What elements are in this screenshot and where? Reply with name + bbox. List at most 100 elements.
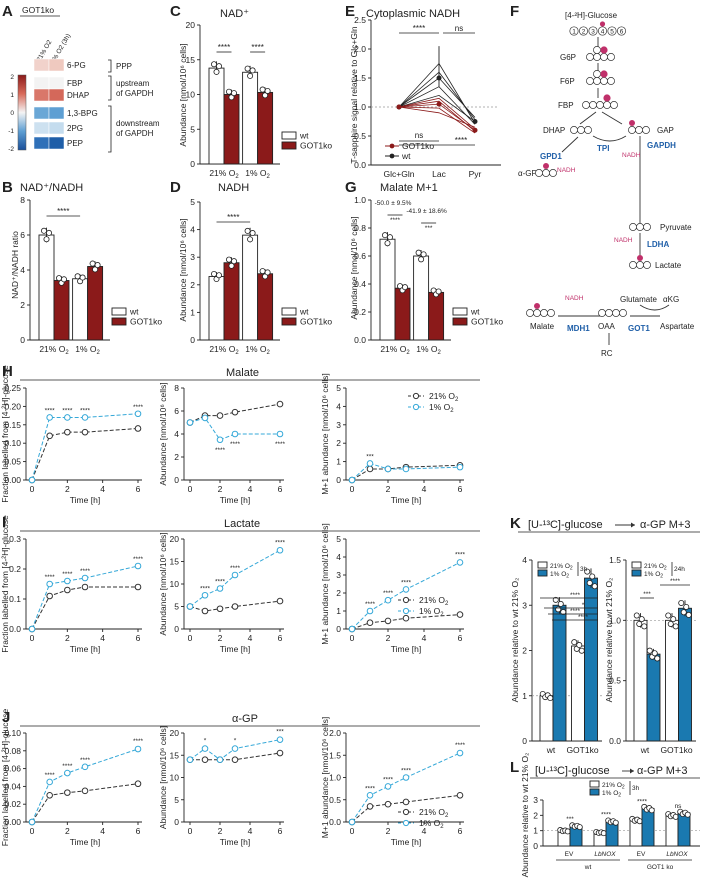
significance-label: **** — [251, 43, 263, 52]
panel-c: C NAD⁺ Abundance [nmol/10⁶ cells] 0 5 10 15… — [170, 3, 332, 180]
panel-e-x-tick-label: Lac — [432, 169, 446, 179]
significance-label: **** — [230, 565, 241, 572]
significance-label: **** — [80, 407, 91, 414]
carbon-atom — [588, 26, 598, 36]
data-point — [552, 596, 559, 603]
panel-h-sub1-x-label: Time [h] — [70, 495, 100, 505]
heatmap-cells — [33, 58, 65, 150]
data-point-1pct — [402, 586, 410, 593]
data-point-21pct — [46, 592, 53, 600]
panel-letter-c: C — [170, 3, 181, 20]
bar-got1ko — [257, 273, 274, 341]
series-line-1pct — [189, 549, 281, 607]
panel-j-sub3-x-tick-label: 4 — [422, 826, 427, 836]
data-point — [41, 227, 48, 234]
panel-c-title: NAD⁺ — [220, 8, 249, 20]
enzyme-gapdh: GAPDH — [647, 141, 676, 150]
panel-h-sub1-x-tick-label: 0 — [30, 484, 35, 494]
data-point — [230, 90, 237, 97]
data-point — [225, 88, 232, 95]
heatmap-cell — [48, 121, 65, 135]
significance-label: **** — [275, 539, 286, 546]
data-point — [685, 611, 692, 618]
panel-j-sub1-x-tick-label: 2 — [65, 826, 70, 836]
data-point-1pct — [186, 603, 194, 610]
data-point-21pct — [64, 789, 71, 796]
panel-i: I Lactate 0.0 0.1 0.2 0.3 0 2 4 6 Time [h] Fracti… — [0, 514, 480, 654]
panel-b-y-tick-label: 2 — [20, 300, 25, 310]
data-point-1pct — [46, 414, 53, 421]
cofactor-nadh-gpd1: NADH — [557, 167, 576, 174]
panel-i-plots: 0.0 0.1 0.2 0.3 0 2 4 6 Time [h] Fraction labelle… — [0, 515, 466, 654]
panel-l-y-tick-label: 3 — [533, 795, 538, 805]
data-point-1pct — [201, 414, 209, 422]
panel-letter-j: J — [2, 709, 10, 726]
panel-j-sub1-x-tick-label: 0 — [30, 826, 35, 836]
panel-h-sub3-x-tick-label: 6 — [458, 484, 463, 494]
bar-1pct — [552, 604, 567, 742]
data-point-1pct — [134, 410, 142, 418]
data-point-1pct — [81, 414, 89, 421]
data-point — [638, 616, 645, 623]
panel-h-sub2-y-tick-label: 6 — [174, 406, 179, 416]
data-point — [654, 655, 661, 662]
panel-i-sub3-y-tick-label: 1 — [336, 606, 341, 616]
data-point — [589, 573, 596, 580]
panel-i-title: Lactate — [224, 518, 260, 530]
panel-j-sub3-y-tick-label: 2.0 — [329, 728, 341, 738]
data-point-21pct — [384, 617, 392, 625]
panel-d-ylabel: Abundance [nmol/10⁶ cells] — [178, 218, 188, 321]
data-point-1pct — [276, 546, 284, 554]
heatmap-cell — [33, 106, 50, 120]
data-point-1pct — [402, 465, 410, 473]
significance-label: ns — [455, 24, 463, 33]
data-point — [79, 274, 86, 281]
significance-label: **** — [133, 556, 144, 563]
data-point-21pct — [64, 428, 71, 436]
heatmap-row-label: DHAP — [67, 91, 89, 100]
panel-i-sub1-y-tick-label: 0.1 — [9, 594, 21, 604]
panel-i-sub1-y-tick-label: 0.2 — [9, 564, 21, 574]
panel-j-sub3-x-tick-label: 2 — [386, 826, 391, 836]
panel-k-sub2-x-tick-label: wt — [640, 745, 650, 755]
panel-l-legend-swatch-1pct — [589, 788, 600, 796]
panel-l-ylabel: Abundance relative to wt 21% O₂ — [520, 753, 530, 878]
panel-k-sub1-x-tick-label: GOT1ko — [566, 745, 598, 755]
data-point-1pct — [456, 749, 464, 757]
significance-label: *** — [425, 225, 433, 232]
significance-label: **** — [62, 571, 73, 578]
data-point-1pct — [64, 414, 71, 421]
carbon-atom — [597, 26, 608, 36]
significance-label: **** — [401, 768, 412, 775]
panel-b-y-tick-label: 6 — [20, 230, 25, 240]
panel-k-sub1-legend-time: 3h — [580, 566, 588, 573]
panel-h-sub2-x-label: Time [h] — [220, 495, 250, 505]
data-point — [210, 61, 217, 68]
metabolite-rc: RC — [601, 349, 613, 358]
dhap-ring — [570, 126, 592, 134]
data-point-21pct — [201, 756, 209, 764]
panel-c-y-tick-label: 15 — [186, 55, 196, 65]
data-point-21pct — [276, 400, 284, 408]
bar-1pct — [641, 807, 655, 847]
panel-j-sub3-y-tick-label: 1.0 — [329, 773, 341, 783]
carbon-atom-number: 2 — [582, 29, 586, 36]
data-point — [74, 273, 81, 280]
data-point — [678, 599, 685, 606]
panel-h-sub2-x-tick-label: 4 — [248, 484, 253, 494]
panel-j-sub3-x-label: Time [h] — [391, 837, 421, 847]
panel-e-x-tick-label: Glc+Gln — [384, 169, 415, 179]
heatmap-row-label: 2PG — [67, 124, 83, 133]
data-point — [612, 819, 619, 826]
data-point-1pct — [231, 430, 239, 438]
heatmap-cell — [33, 121, 50, 135]
significance-label: **** — [383, 590, 394, 597]
panel-letter-k: K — [510, 515, 521, 532]
panel-h-sub1-x-tick-label: 4 — [100, 484, 105, 494]
panel-b-x-group-label: 1% O2 — [75, 344, 100, 356]
data-point — [684, 811, 691, 818]
panel-j-sub2-x-tick-label: 0 — [188, 826, 193, 836]
